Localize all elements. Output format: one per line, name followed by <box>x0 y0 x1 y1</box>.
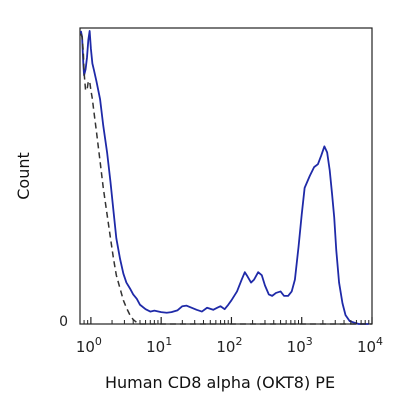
plot-frame <box>79 27 373 325</box>
plot-border <box>79 27 373 325</box>
control-series-line <box>80 33 372 325</box>
x-tick-label-base: 10 <box>216 338 235 356</box>
y-tick-label: 0 <box>59 314 68 330</box>
x-tick-label-base: 10 <box>357 338 376 356</box>
x-tick-label: 100 <box>76 335 102 356</box>
x-tick-label: 104 <box>357 335 383 356</box>
x-tick-label-exponent: 0 <box>95 335 102 348</box>
x-tick-label-base: 10 <box>146 338 165 356</box>
series-layer <box>79 30 372 325</box>
x-tick-label: 102 <box>216 335 242 356</box>
stained-series-line <box>79 30 369 325</box>
x-tick-label: 101 <box>146 335 172 356</box>
x-tick-label-exponent: 2 <box>235 335 242 348</box>
x-tick-label-base: 10 <box>287 338 306 356</box>
x-tick-label: 103 <box>287 335 313 356</box>
x-tick-label-exponent: 4 <box>376 335 383 348</box>
x-tick-label-exponent: 1 <box>165 335 172 348</box>
x-tick-label-base: 10 <box>76 338 95 356</box>
x-tick-label-exponent: 3 <box>306 335 313 348</box>
y-axis-title: Count <box>14 152 33 200</box>
x-axis-title: Human CD8 alpha (OKT8) PE <box>105 373 335 392</box>
